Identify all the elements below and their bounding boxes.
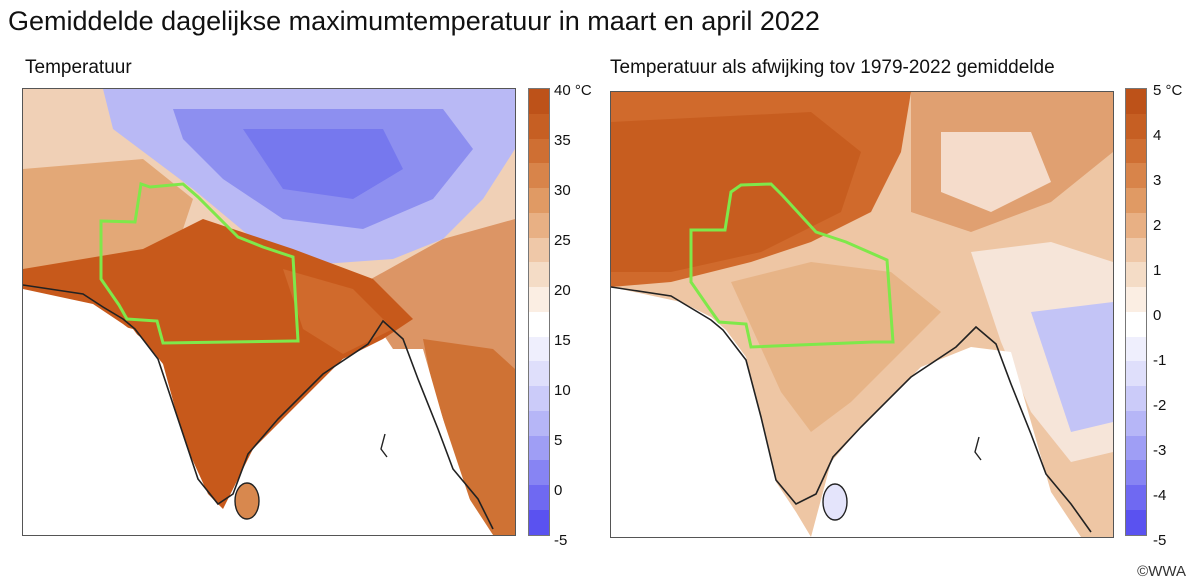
colorbar-tick-label: -3 xyxy=(1153,442,1167,459)
colorbar-tick-label: 0 xyxy=(1153,307,1162,324)
credit-text: ©WWA xyxy=(1137,563,1186,580)
colorbar-step xyxy=(529,287,549,312)
colorbar-tick-label: 15 xyxy=(554,332,571,349)
right-panel-title: Temperatuur als afwijking tov 1979-2022 … xyxy=(610,57,1055,78)
colorbar-step xyxy=(1126,262,1146,288)
colorbar-step xyxy=(1126,237,1146,263)
colorbar-step xyxy=(1126,336,1146,362)
colorbar-step xyxy=(529,163,549,189)
colorbar-tick-label: 4 xyxy=(1153,127,1162,144)
colorbar-tick-label: -2 xyxy=(1153,397,1167,414)
colorbar-step xyxy=(529,188,549,213)
left-colorbar xyxy=(528,88,550,536)
coastline xyxy=(23,284,494,530)
colorbar-step xyxy=(529,510,549,535)
colorbar-tick-label: -5 xyxy=(554,532,568,549)
colorbar-step xyxy=(1126,113,1146,139)
colorbar-tick-label: 3 xyxy=(1153,172,1162,189)
colorbar-step xyxy=(1126,435,1146,461)
colorbar-step xyxy=(529,485,549,511)
colorbar-tick-label: -1 xyxy=(1153,352,1167,369)
colorbar-tick-label: 0 xyxy=(554,482,563,499)
colorbar-tick-label: -5 xyxy=(1153,532,1167,549)
colorbar-tick-label: 2 xyxy=(1153,217,1162,234)
colorbar-step xyxy=(1126,510,1146,535)
colorbar-step xyxy=(1126,386,1146,411)
colorbar-step xyxy=(1126,138,1146,164)
left-panel-title: Temperatuur xyxy=(25,57,132,78)
colorbar-step xyxy=(1126,163,1146,189)
colorbar-step xyxy=(529,410,549,436)
colorbar-step xyxy=(1126,212,1146,238)
colorbar-step xyxy=(529,113,549,139)
colorbar-step xyxy=(529,138,549,164)
colorbar-step xyxy=(529,311,549,337)
study-region-outline xyxy=(99,182,300,345)
colorbar-step xyxy=(529,361,549,387)
colorbar-step xyxy=(529,386,549,411)
colorbar-tick-label: 40 °C xyxy=(554,82,592,99)
colorbar-tick-label: -4 xyxy=(1153,487,1167,504)
coastline-right xyxy=(611,286,1092,533)
colorbar-step xyxy=(1126,361,1146,387)
cold-anomaly-region xyxy=(1031,302,1113,432)
colorbar-step xyxy=(1126,311,1146,337)
colorbar-tick-label: 20 xyxy=(554,282,571,299)
colorbar-tick-label: 1 xyxy=(1153,262,1162,279)
colorbar-step xyxy=(1126,485,1146,511)
colorbar-tick-label: 25 xyxy=(554,232,571,249)
colorbar-step xyxy=(1126,89,1146,114)
hot-anomaly-region xyxy=(611,112,861,272)
colorbar-tick-label: 5 °C xyxy=(1153,82,1183,99)
study-region-outline-right xyxy=(689,182,895,349)
colorbar-step xyxy=(1126,410,1146,436)
colorbar-tick-label: 10 xyxy=(554,382,571,399)
colorbar-step xyxy=(1126,460,1146,486)
colorbar-step xyxy=(529,336,549,362)
colorbar-step xyxy=(529,435,549,461)
colorbar-step xyxy=(529,212,549,238)
colorbar-step xyxy=(529,237,549,263)
temperature-map xyxy=(22,88,516,536)
colorbar-tick-label: 5 xyxy=(554,432,563,449)
colorbar-tick-label: 30 xyxy=(554,182,571,199)
colorbar-step xyxy=(1126,287,1146,312)
colorbar-step xyxy=(1126,188,1146,213)
anomaly-map xyxy=(610,91,1114,538)
colorbar-step xyxy=(529,262,549,288)
figure-title: Gemiddelde dagelijkse maximumtemperatuur… xyxy=(8,6,820,36)
colorbar-step xyxy=(529,89,549,114)
colorbar-tick-label: 35 xyxy=(554,132,571,149)
right-colorbar xyxy=(1125,88,1147,536)
colorbar-step xyxy=(529,460,549,486)
